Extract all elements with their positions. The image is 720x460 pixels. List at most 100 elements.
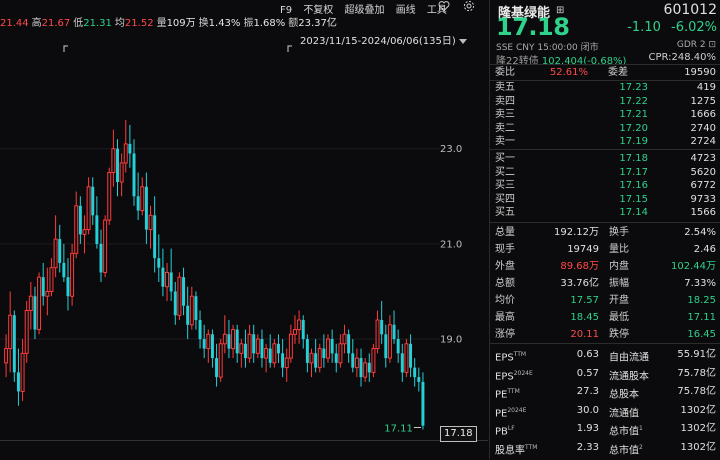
order-price: 17.18 — [619, 153, 648, 164]
fundamental-label: PETTM — [495, 383, 520, 404]
toolbar-super-overlay[interactable]: 超级叠加 — [344, 5, 385, 16]
y-tick-label: 23.0 — [440, 144, 462, 155]
candle — [136, 172, 140, 221]
divider — [489, 80, 720, 81]
toolbar-f9[interactable]: F9 — [280, 5, 293, 16]
divider — [489, 64, 720, 65]
fundamental-label: 股息率TTM — [495, 439, 537, 460]
order-volume: 1275 — [690, 95, 716, 107]
bond-label: 隆22转债 — [496, 56, 539, 67]
candle — [309, 348, 314, 378]
gdr-link[interactable]: GDR 2 ⊡ — [676, 40, 716, 50]
candle — [292, 315, 297, 344]
order-volume: 1566 — [690, 207, 716, 219]
date-range-selector[interactable]: 2023/11/15-2024/06/06(135日) — [300, 32, 467, 47]
stat-row: 总量 192.12万 换手 2.54% — [495, 224, 716, 241]
fundamental-text: 1.93 — [576, 423, 599, 434]
candle — [210, 329, 214, 368]
toolbar-no-adjust[interactable]: 不复权 — [303, 5, 334, 16]
ask-row[interactable]: 卖五 17.23 419 — [495, 81, 716, 94]
candle — [116, 139, 119, 197]
stat-label: 内盘 — [609, 261, 629, 272]
bid-row[interactable]: 买四 17.15 9733 — [495, 193, 716, 206]
stat-value: 33.76亿 — [560, 278, 599, 289]
order-level-label: 买二 — [495, 166, 515, 178]
fundamental-label: PE2024E — [495, 402, 526, 423]
stat-value: 192.12万 — [554, 227, 599, 238]
fundamental-text: 2.33 — [576, 441, 599, 453]
candle — [338, 334, 343, 368]
date-range-label: 2023/11/15-2024/06/06(135日) — [300, 36, 456, 47]
candle — [297, 310, 302, 344]
fundamental-row: PE2024E 30.0 流通值 1302亿 — [495, 402, 716, 420]
candle — [392, 310, 396, 344]
candle — [317, 343, 322, 373]
order-volume: 9733 — [690, 193, 716, 205]
order-level-label: 买五 — [495, 207, 515, 219]
fundamental-text: 27.3 — [576, 386, 599, 397]
candle — [41, 262, 45, 306]
toolbar-tools[interactable]: 工具 — [426, 5, 447, 16]
candle — [66, 258, 70, 311]
grid-icon[interactable]: ⊞ — [556, 5, 565, 16]
heart-icon[interactable] — [437, 0, 451, 14]
candle — [24, 300, 29, 363]
toolbar-draw-line[interactable]: 画线 — [395, 5, 416, 16]
weicha-label: 委差 — [608, 67, 628, 78]
fundamental-superscript: 2 — [639, 443, 643, 451]
order-price: 17.17 — [619, 166, 648, 178]
quote-item-value: 21.31 — [83, 18, 112, 29]
candle — [260, 329, 264, 368]
bid-row[interactable]: 买五 17.14 1566 — [495, 206, 716, 219]
candle — [177, 272, 182, 321]
order-price: 17.21 — [619, 109, 648, 121]
fundamental-label: EPS2024E — [495, 365, 533, 386]
candle — [247, 324, 252, 363]
y-tick-label: 19.0 — [440, 335, 462, 346]
divider — [489, 149, 720, 150]
bid-row[interactable]: 买一 17.18 4723 — [495, 152, 716, 165]
candle — [268, 334, 272, 368]
candle — [202, 324, 206, 359]
candle — [334, 343, 338, 373]
candle — [165, 262, 170, 301]
fundamental-superscript: 2024E — [507, 406, 527, 414]
candle — [189, 286, 194, 330]
settings-icon[interactable] — [462, 0, 476, 14]
candle — [264, 343, 269, 373]
candle — [128, 124, 132, 168]
bid-row[interactable]: 买二 17.17 5620 — [495, 166, 716, 179]
market-info: SSE CNY 15:00:00 闭市 GDR 2 ⊡ — [496, 40, 718, 53]
convertible-bond-row[interactable]: 隆22转债 102.404(-0.68%) CPR:248.40% — [496, 52, 718, 67]
bid-row[interactable]: 买三 17.16 6772 — [495, 179, 716, 192]
quote-item-label: 均 — [114, 18, 125, 29]
weibi-label: 委比 — [495, 67, 515, 78]
last-price-tag: 17.18 — [440, 426, 477, 442]
stat-row: 最高 18.45 最低 17.11 — [495, 309, 716, 326]
order-level-label: 买四 — [495, 193, 515, 205]
fundamental-text: 总股本 — [609, 389, 639, 401]
fundamental-superscript: 1 — [639, 425, 643, 432]
ask-row[interactable]: 卖一 17.19 2724 — [495, 135, 716, 148]
ask-row[interactable]: 卖四 17.22 1275 — [495, 95, 716, 108]
stat-value: 2.54% — [684, 227, 716, 238]
order-volume: 1666 — [690, 109, 716, 121]
candle — [99, 229, 103, 282]
quote-item-label: 低 — [73, 18, 84, 29]
fundamental-text: 流通股本 — [609, 370, 649, 382]
fundamental-value: 1.93 — [543, 420, 599, 438]
fundamental-text: 1302亿 — [680, 404, 716, 416]
candle — [231, 324, 236, 359]
candle — [144, 172, 148, 244]
candle — [70, 243, 75, 306]
kline-chart[interactable]: 23.0 21.0 19.0 17.11 — [0, 44, 488, 439]
divider — [489, 343, 720, 344]
order-price: 17.20 — [619, 122, 648, 134]
order-volume: 2724 — [690, 136, 716, 148]
ask-row[interactable]: 卖二 17.20 2740 — [495, 122, 716, 135]
fundamental-text: 1302亿 — [680, 441, 716, 453]
ask-row[interactable]: 卖三 17.21 1666 — [495, 108, 716, 121]
quote-item-label: 量 — [156, 18, 167, 29]
candle — [413, 358, 417, 387]
fundamental-row: EPS2024E 0.57 流通股本 75.78亿 — [495, 365, 716, 383]
